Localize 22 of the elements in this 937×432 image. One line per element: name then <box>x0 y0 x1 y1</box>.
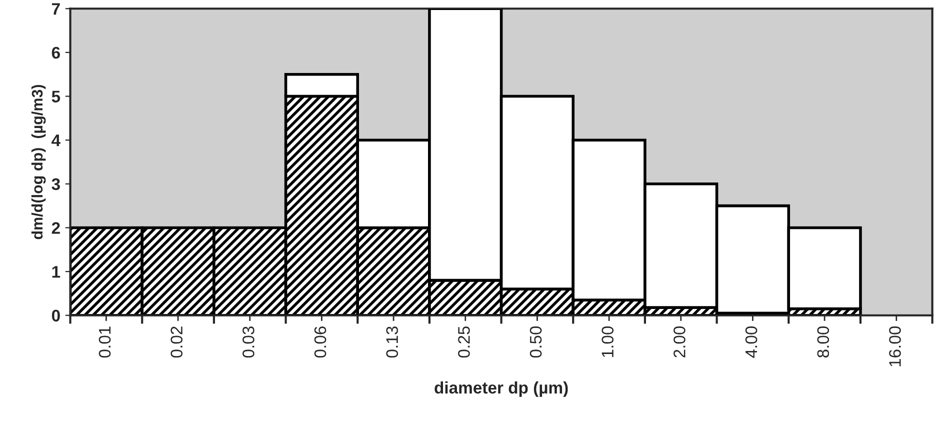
y-tick-label: 4 <box>52 134 60 146</box>
x-tick-label: 2.00 <box>674 326 686 358</box>
x-tick-label: 0.03 <box>242 326 254 358</box>
x-tick-label: 1.00 <box>602 326 614 357</box>
x-tick-label: 4.00 <box>745 326 758 358</box>
x-tick-label: 0.13 <box>386 326 398 358</box>
x-tick-label: 0.06 <box>314 326 326 358</box>
y-tick-label: 5 <box>52 90 60 102</box>
x-tick-label: 0.50 <box>530 326 542 358</box>
y-axis-title: dm/d(log dp) (µg/m3) <box>31 84 46 240</box>
x-tick-label: 8.00 <box>817 326 830 358</box>
y-tick-label: 0 <box>52 310 60 322</box>
x-axis-title: diameter dp (µm) <box>434 381 568 397</box>
y-tick-label: 6 <box>52 46 60 59</box>
y-tick-label: 3 <box>52 178 60 190</box>
x-tick-label: 0.25 <box>458 326 470 358</box>
x-tick-label: 0.01 <box>98 326 111 358</box>
y-tick-label: 7 <box>52 3 60 15</box>
x-tick-label: 0.02 <box>170 326 183 358</box>
y-tick-label: 1 <box>52 266 60 278</box>
x-tick-label: 16.00 <box>889 326 901 366</box>
y-tick-label: 2 <box>52 222 60 234</box>
